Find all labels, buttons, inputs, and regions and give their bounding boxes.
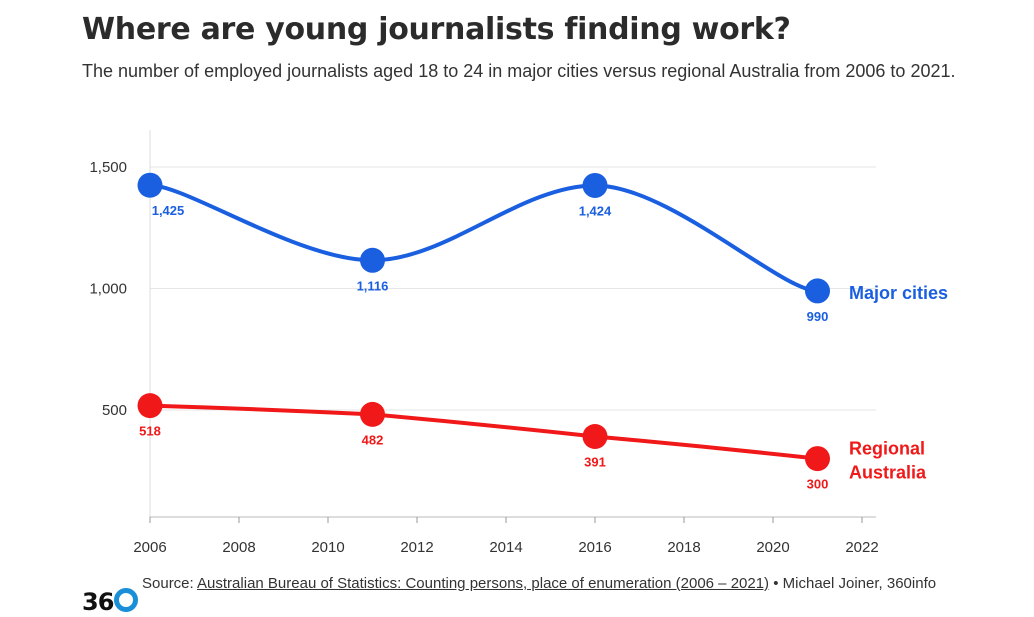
x-tick-label: 2010 xyxy=(311,539,344,556)
regional-data-label: 482 xyxy=(362,432,384,447)
regional-data-label: 300 xyxy=(807,477,829,492)
source-note: Source: Australian Bureau of Statistics:… xyxy=(142,574,1022,594)
chart-subtitle: The number of employed journalists aged … xyxy=(82,61,956,81)
regional-data-label: 518 xyxy=(139,424,161,439)
source-suffix: • Michael Joiner, 360info xyxy=(769,575,937,592)
x-tick-label: 2016 xyxy=(578,539,611,556)
x-tick-label: 2020 xyxy=(756,539,789,556)
major-cities-line xyxy=(148,183,820,293)
360info-logo: 36 xyxy=(82,588,139,616)
regional-point xyxy=(137,393,163,419)
major-cities-data-label: 1,116 xyxy=(357,278,389,293)
source-link[interactable]: Australian Bureau of Statistics: Countin… xyxy=(197,575,770,592)
x-tick-label: 2012 xyxy=(400,539,433,556)
logo-text: 36 xyxy=(82,588,114,616)
regional-series-label: Australia xyxy=(849,463,927,483)
gridlines xyxy=(150,166,876,411)
major-cities-point xyxy=(582,172,608,198)
regional-data-label: 391 xyxy=(584,454,606,469)
logo-ring-icon xyxy=(114,588,139,612)
labels: 1,425 1,116 1,424 990 Major cities 518 482 391 3… xyxy=(139,203,948,491)
regional-line xyxy=(148,403,820,461)
chart-title: Where are young journalists finding work… xyxy=(82,12,791,47)
regional-point xyxy=(805,446,830,472)
x-tick-label: 2014 xyxy=(489,539,522,556)
x-tick-label: 2022 xyxy=(845,539,878,556)
major-cities-data-label: 990 xyxy=(807,309,829,324)
major-cities-data-label: 1,424 xyxy=(579,203,612,218)
regional-point xyxy=(360,401,385,427)
regional-series-label: Regional xyxy=(849,439,925,459)
major-cities-point xyxy=(360,247,385,273)
y-tick-label: 1,000 xyxy=(89,281,127,298)
y-tick-label: 1,500 xyxy=(89,159,127,176)
x-tick-label: 2018 xyxy=(667,539,700,556)
axes: 500 1,000 1,500 2006 2008 2010 2012 2014 2016 201… xyxy=(89,130,879,556)
major-cities-point xyxy=(805,278,830,304)
series xyxy=(137,172,830,472)
y-tick-label: 500 xyxy=(102,402,127,419)
x-tick-label: 2008 xyxy=(222,539,255,556)
x-tick-label: 2006 xyxy=(133,539,166,556)
source-prefix: Source: xyxy=(142,575,198,592)
major-cities-point xyxy=(137,172,163,198)
major-cities-data-label: 1,425 xyxy=(152,203,185,218)
regional-point xyxy=(582,423,608,449)
major-cities-series-label: Major cities xyxy=(849,283,948,303)
